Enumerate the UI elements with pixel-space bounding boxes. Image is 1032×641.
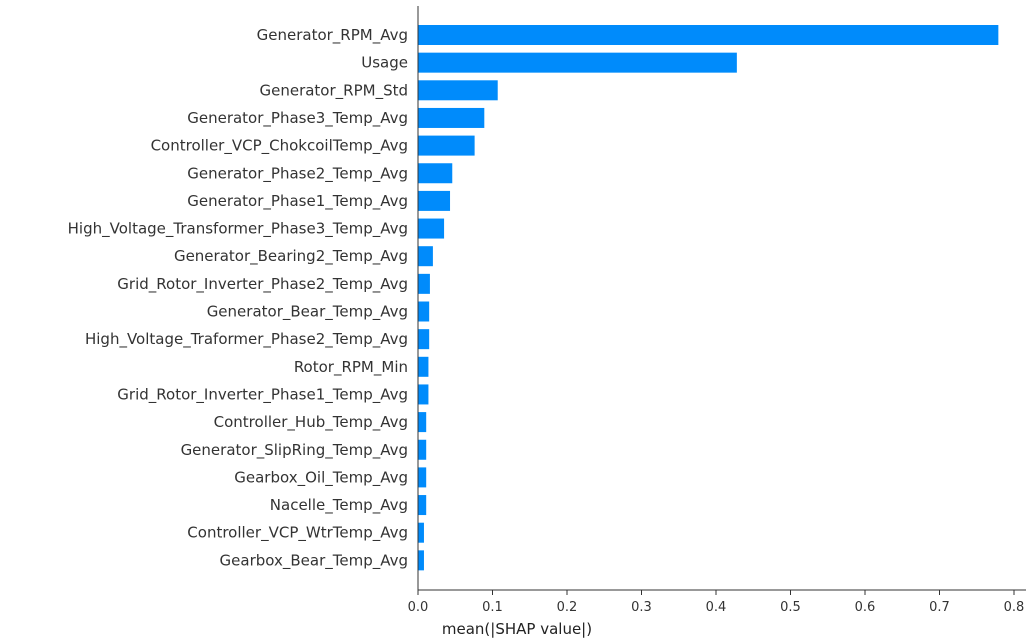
bar-Grid_Rotor_Inverter_Phase2_Temp_Avg xyxy=(418,273,430,294)
x-tick-label: 0.5 xyxy=(780,600,801,615)
bar-Gearbox_Bear_Temp_Avg xyxy=(418,550,424,571)
bar-Controller_VCP_WtrTemp_Avg xyxy=(418,522,424,543)
bar-Grid_Rotor_Inverter_Phase1_Temp_Avg xyxy=(418,384,429,405)
x-tick-label: 0.3 xyxy=(631,600,652,615)
category-label: Generator_SlipRing_Temp_Avg xyxy=(181,441,408,460)
category-label: Generator_Phase3_Temp_Avg xyxy=(187,109,408,128)
category-label: Generator_RPM_Std xyxy=(259,81,408,100)
bar-High_Voltage_Traformer_Phase2_Temp_Avg xyxy=(418,329,430,350)
x-tick-label: 0.2 xyxy=(557,600,578,615)
bar-Gearbox_Oil_Temp_Avg xyxy=(418,467,427,488)
bar-Rotor_RPM_Min xyxy=(418,356,429,377)
category-label: High_Voltage_Traformer_Phase2_Temp_Avg xyxy=(85,330,408,349)
bar-Generator_SlipRing_Temp_Avg xyxy=(418,439,427,460)
bar-Generator_RPM_Avg xyxy=(418,25,999,45)
category-label: Nacelle_Temp_Avg xyxy=(270,496,408,515)
bar-High_Voltage_Transformer_Phase3_Temp_Avg xyxy=(418,218,445,239)
category-labels: Generator_RPM_Avg Usage Generator_RPM_Std G… xyxy=(68,26,408,570)
category-label: Gearbox_Bear_Temp_Avg xyxy=(220,551,408,570)
category-label: Generator_Bearing2_Temp_Avg xyxy=(174,247,408,266)
category-label: Grid_Rotor_Inverter_Phase2_Temp_Avg xyxy=(117,275,408,294)
bar-Generator_Bearing2_Temp_Avg xyxy=(418,246,433,267)
category-label: Generator_Bear_Temp_Avg xyxy=(207,303,408,322)
category-label: Generator_Phase2_Temp_Avg xyxy=(187,164,408,183)
category-label: Generator_Phase1_Temp_Avg xyxy=(187,192,408,211)
category-label: Grid_Rotor_Inverter_Phase1_Temp_Avg xyxy=(117,385,408,404)
x-tick-label: 0.6 xyxy=(855,600,876,615)
bar-Generator_Phase3_Temp_Avg xyxy=(418,107,485,128)
x-axis-ticks: 0.0 0.1 0.2 0.3 0.4 0.5 0.6 0.7 0.8 xyxy=(408,590,1025,615)
category-label: Generator_RPM_Avg xyxy=(257,26,408,45)
x-tick-label: 0.7 xyxy=(929,600,950,615)
x-tick-label: 0.8 xyxy=(1004,600,1025,615)
bar-Generator_Phase1_Temp_Avg xyxy=(418,190,451,211)
category-label: Gearbox_Oil_Temp_Avg xyxy=(234,468,408,487)
bar-Generator_RPM_Std xyxy=(418,80,498,101)
bar-Controller_Hub_Temp_Avg xyxy=(418,412,427,433)
category-label: Usage xyxy=(361,54,408,72)
category-label: Controller_VCP_WtrTemp_Avg xyxy=(187,524,408,543)
x-axis-title: mean(|SHAP value|) xyxy=(442,620,592,638)
bars xyxy=(418,25,999,571)
bar-Generator_Bear_Temp_Avg xyxy=(418,301,430,322)
bar-Nacelle_Temp_Avg xyxy=(418,495,427,516)
category-label: Controller_VCP_ChokcoilTemp_Avg xyxy=(151,137,408,156)
category-label: High_Voltage_Transformer_Phase3_Temp_Avg xyxy=(68,220,408,239)
x-tick-label: 0.4 xyxy=(706,600,727,615)
bar-Controller_VCP_ChokcoilTemp_Avg xyxy=(418,135,475,156)
bar-Generator_Phase2_Temp_Avg xyxy=(418,163,453,184)
bar-Usage xyxy=(418,52,737,73)
x-tick-label: 0.1 xyxy=(482,600,503,615)
category-label: Controller_Hub_Temp_Avg xyxy=(214,413,408,432)
category-label: Rotor_RPM_Min xyxy=(294,358,408,377)
x-tick-label: 0.0 xyxy=(408,600,429,615)
